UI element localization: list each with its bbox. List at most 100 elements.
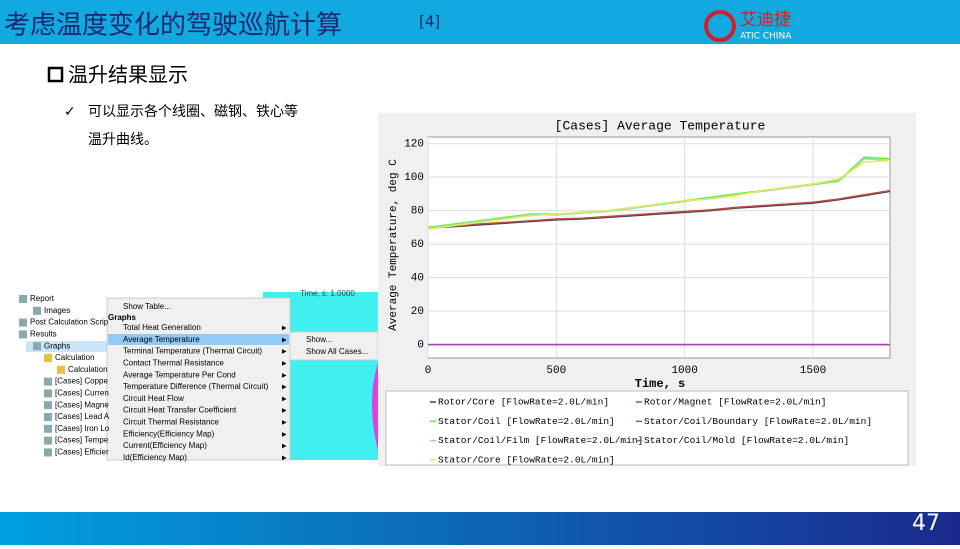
tree-item: Results	[30, 330, 57, 339]
tree-icon	[57, 365, 65, 374]
submenu-arrow: ▶	[282, 349, 287, 355]
menu-item: Contact Thermal Resistance	[123, 359, 224, 368]
tree-item: [Cases] Iron Lo	[55, 424, 110, 433]
header-bar	[0, 0, 960, 44]
menu-header: Graphs	[108, 313, 137, 322]
legend-label: Stator/Coil [FlowRate=2.0L/min]	[438, 416, 615, 427]
menu-item: Temperature Difference (Thermal Circuit)	[123, 382, 269, 391]
submenu-item: Show All Cases...	[306, 347, 368, 356]
tree-icon	[44, 436, 52, 445]
menu-item: Circuit Heat Transfer Coefficient	[123, 406, 237, 415]
y-tick-label: 80	[411, 206, 424, 218]
y-tick-label: 60	[411, 239, 424, 251]
menu-item: Circuit Heat Flow	[123, 394, 184, 403]
x-axis-label: Time, s	[635, 377, 685, 391]
tree-selection	[26, 341, 108, 352]
tree-icon	[19, 318, 27, 327]
tree-item: [Cases] Efficier	[55, 448, 109, 457]
tree-item: Calculation	[68, 365, 108, 374]
footer-bar	[0, 512, 960, 545]
submenu-item: Show...	[306, 335, 332, 344]
title-ref: [4]	[419, 13, 440, 31]
y-axis-label: Average Temperature, deg C	[388, 159, 400, 331]
series-line	[427, 157, 891, 229]
bullet-line: 可以显示各个线圈、磁钢、铁心等	[88, 103, 298, 120]
menu-item: Total Heat Generation	[123, 323, 201, 332]
tree-icon	[19, 295, 27, 303]
tree-icon	[44, 448, 52, 457]
tree-icon	[44, 354, 52, 362]
y-tick-label: 100	[404, 172, 424, 184]
series-line	[427, 159, 891, 230]
title: 考虑温度变化的驾驶巡航计算	[4, 11, 342, 41]
legend-label: Stator/Core [FlowRate=2.0L/min]	[438, 454, 615, 465]
submenu-arrow: ▶	[282, 337, 287, 343]
tree-icon	[44, 377, 52, 386]
tree-icon	[44, 413, 52, 421]
menu-item: Average Temperature Per Cond	[123, 370, 236, 379]
submenu-arrow: ▶	[282, 396, 287, 402]
menu-item: Id(Efficiency Map)	[123, 453, 187, 462]
menu-item: Terminal Temperature (Thermal Circuit)	[123, 347, 262, 356]
logo-mark	[704, 10, 736, 42]
tree-icon	[44, 401, 52, 410]
menu-highlight	[108, 334, 289, 345]
menu-item: Circuit Thermal Resistance	[123, 418, 219, 427]
section-box	[47, 66, 64, 83]
tree-icon	[44, 389, 52, 398]
x-tick-label: 1500	[800, 365, 826, 377]
submenu-arrow: ▶	[282, 385, 287, 391]
viewer-shape	[372, 360, 379, 455]
plot-area	[427, 136, 891, 359]
submenu-arrow: ▶	[282, 408, 287, 414]
context-menu	[106, 297, 291, 461]
x-tick-label: 1000	[671, 365, 697, 377]
bullet-line: 温升曲线。	[88, 132, 158, 148]
logo-en: ATIC CHINA	[740, 32, 792, 42]
y-tick-label: 40	[411, 273, 424, 285]
tree-icon	[33, 342, 41, 351]
submenu-arrow: ▶	[282, 455, 287, 461]
tree-item: Graphs	[44, 341, 70, 350]
legend-label: Stator/Coil/Film [FlowRate=2.0L/min]	[438, 435, 643, 446]
tree-item: [Cases] Tempe	[55, 436, 109, 445]
page-number: 47	[912, 511, 940, 536]
tree-icon	[33, 306, 41, 315]
legend	[385, 390, 909, 466]
tree-item: [Cases] Magne	[55, 400, 109, 409]
submenu-arrow: ▶	[282, 326, 287, 332]
y-tick-label: 0	[417, 340, 424, 352]
y-tick-label: 120	[404, 139, 424, 151]
submenu-arrow: ▶	[282, 432, 287, 438]
legend-label: Stator/Coil/Boundary [FlowRate=2.0L/min]	[644, 416, 872, 427]
submenu-arrow: ▶	[282, 373, 287, 379]
x-tick-label: 0	[425, 365, 432, 377]
tree-item: Report	[30, 294, 55, 303]
tree-item: Calculation	[55, 353, 95, 362]
viewer-label: Time, s: 1.0000	[300, 289, 355, 298]
legend-label: Rotor/Magnet [FlowRate=2.0L/min]	[644, 397, 826, 408]
submenu-arrow: ▶	[282, 420, 287, 426]
tree-icon	[19, 330, 27, 339]
submenu-arrow: ▶	[282, 361, 287, 367]
tree-item: [Cases] Coppe	[55, 377, 108, 386]
menu-item: Current(Efficiency Map)	[123, 441, 207, 450]
series-line	[427, 190, 891, 229]
bullet-mark: ✓	[64, 104, 76, 120]
legend-label: Stator/Coil/Mold [FlowRate=2.0L/min]	[644, 435, 849, 446]
tree-item: Post Calculation Scrip	[30, 318, 109, 327]
legend-label: Rotor/Core [FlowRate=2.0L/min]	[438, 397, 609, 408]
submenu-arrow: ▶	[282, 444, 287, 450]
menu-item: Efficiency(Efficiency Map)	[123, 429, 215, 438]
y-tick-label: 20	[411, 306, 424, 318]
x-tick-label: 500	[546, 365, 566, 377]
tree-icon	[44, 424, 52, 433]
chart-title: [Cases] Average Temperature	[555, 118, 766, 133]
tree-item: Images	[44, 306, 70, 315]
series-line	[427, 189, 891, 229]
section-title: 温升结果显示	[68, 63, 188, 87]
tree-item: [Cases] Curren	[55, 389, 109, 398]
menu-item: Show Table...	[123, 302, 171, 311]
menu-item: Average Temperature	[123, 335, 200, 344]
